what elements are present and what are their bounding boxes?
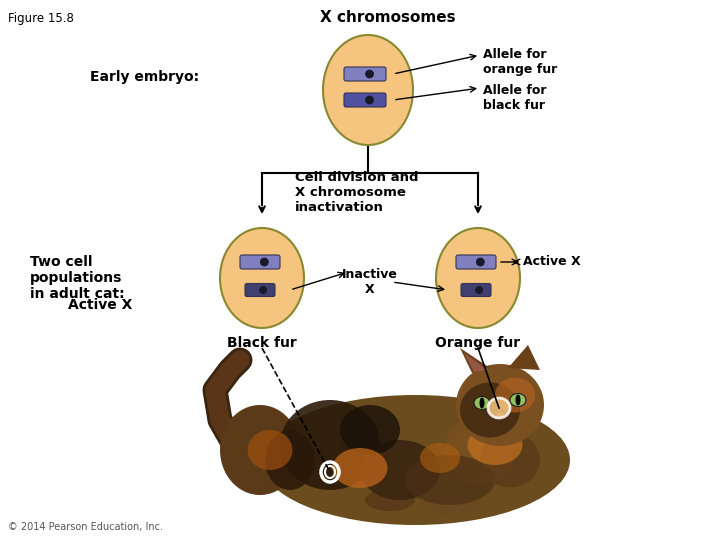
Ellipse shape (405, 455, 495, 505)
Ellipse shape (280, 400, 380, 490)
Polygon shape (508, 345, 540, 370)
FancyBboxPatch shape (344, 67, 386, 81)
Ellipse shape (467, 425, 523, 465)
Ellipse shape (460, 382, 520, 437)
Text: © 2014 Pearson Education, Inc.: © 2014 Pearson Education, Inc. (8, 522, 163, 532)
Ellipse shape (436, 228, 520, 328)
Ellipse shape (445, 415, 515, 485)
Text: Early embryo:: Early embryo: (90, 70, 199, 84)
Text: Allele for
black fur: Allele for black fur (483, 84, 546, 112)
Ellipse shape (488, 398, 510, 418)
Ellipse shape (365, 489, 415, 511)
Text: Allele for
orange fur: Allele for orange fur (483, 48, 557, 76)
Ellipse shape (248, 430, 292, 470)
Ellipse shape (480, 433, 540, 488)
Ellipse shape (220, 405, 300, 495)
Ellipse shape (516, 395, 521, 406)
Text: X chromosomes: X chromosomes (320, 10, 456, 25)
Ellipse shape (366, 70, 374, 78)
Ellipse shape (265, 430, 315, 490)
FancyBboxPatch shape (461, 284, 491, 296)
Polygon shape (460, 348, 490, 373)
Ellipse shape (495, 377, 535, 413)
Text: Two cell
populations
in adult cat:: Two cell populations in adult cat: (30, 255, 125, 301)
Ellipse shape (360, 440, 440, 500)
Text: Orange fur: Orange fur (436, 336, 521, 350)
Text: Active X: Active X (68, 298, 132, 312)
FancyBboxPatch shape (240, 255, 280, 269)
Text: Cell division and
X chromosome
inactivation: Cell division and X chromosome inactivat… (295, 171, 418, 214)
Text: Inactive
X: Inactive X (342, 268, 398, 296)
Ellipse shape (456, 364, 544, 446)
Ellipse shape (260, 287, 266, 294)
Polygon shape (464, 353, 488, 372)
Ellipse shape (260, 395, 570, 525)
Ellipse shape (323, 35, 413, 145)
Ellipse shape (496, 413, 504, 417)
Ellipse shape (480, 397, 485, 408)
Ellipse shape (340, 405, 400, 455)
FancyBboxPatch shape (344, 93, 386, 107)
FancyBboxPatch shape (456, 255, 496, 269)
Ellipse shape (420, 443, 460, 473)
Ellipse shape (423, 493, 477, 513)
Ellipse shape (366, 96, 374, 104)
Text: Black fur: Black fur (227, 336, 297, 350)
Ellipse shape (474, 396, 490, 409)
Ellipse shape (261, 258, 269, 266)
Ellipse shape (220, 228, 304, 328)
FancyBboxPatch shape (245, 284, 275, 296)
Ellipse shape (333, 448, 387, 488)
Ellipse shape (476, 287, 482, 294)
Ellipse shape (477, 258, 485, 266)
Text: Active X: Active X (523, 255, 580, 268)
Ellipse shape (510, 394, 526, 407)
Text: Figure 15.8: Figure 15.8 (8, 12, 74, 25)
